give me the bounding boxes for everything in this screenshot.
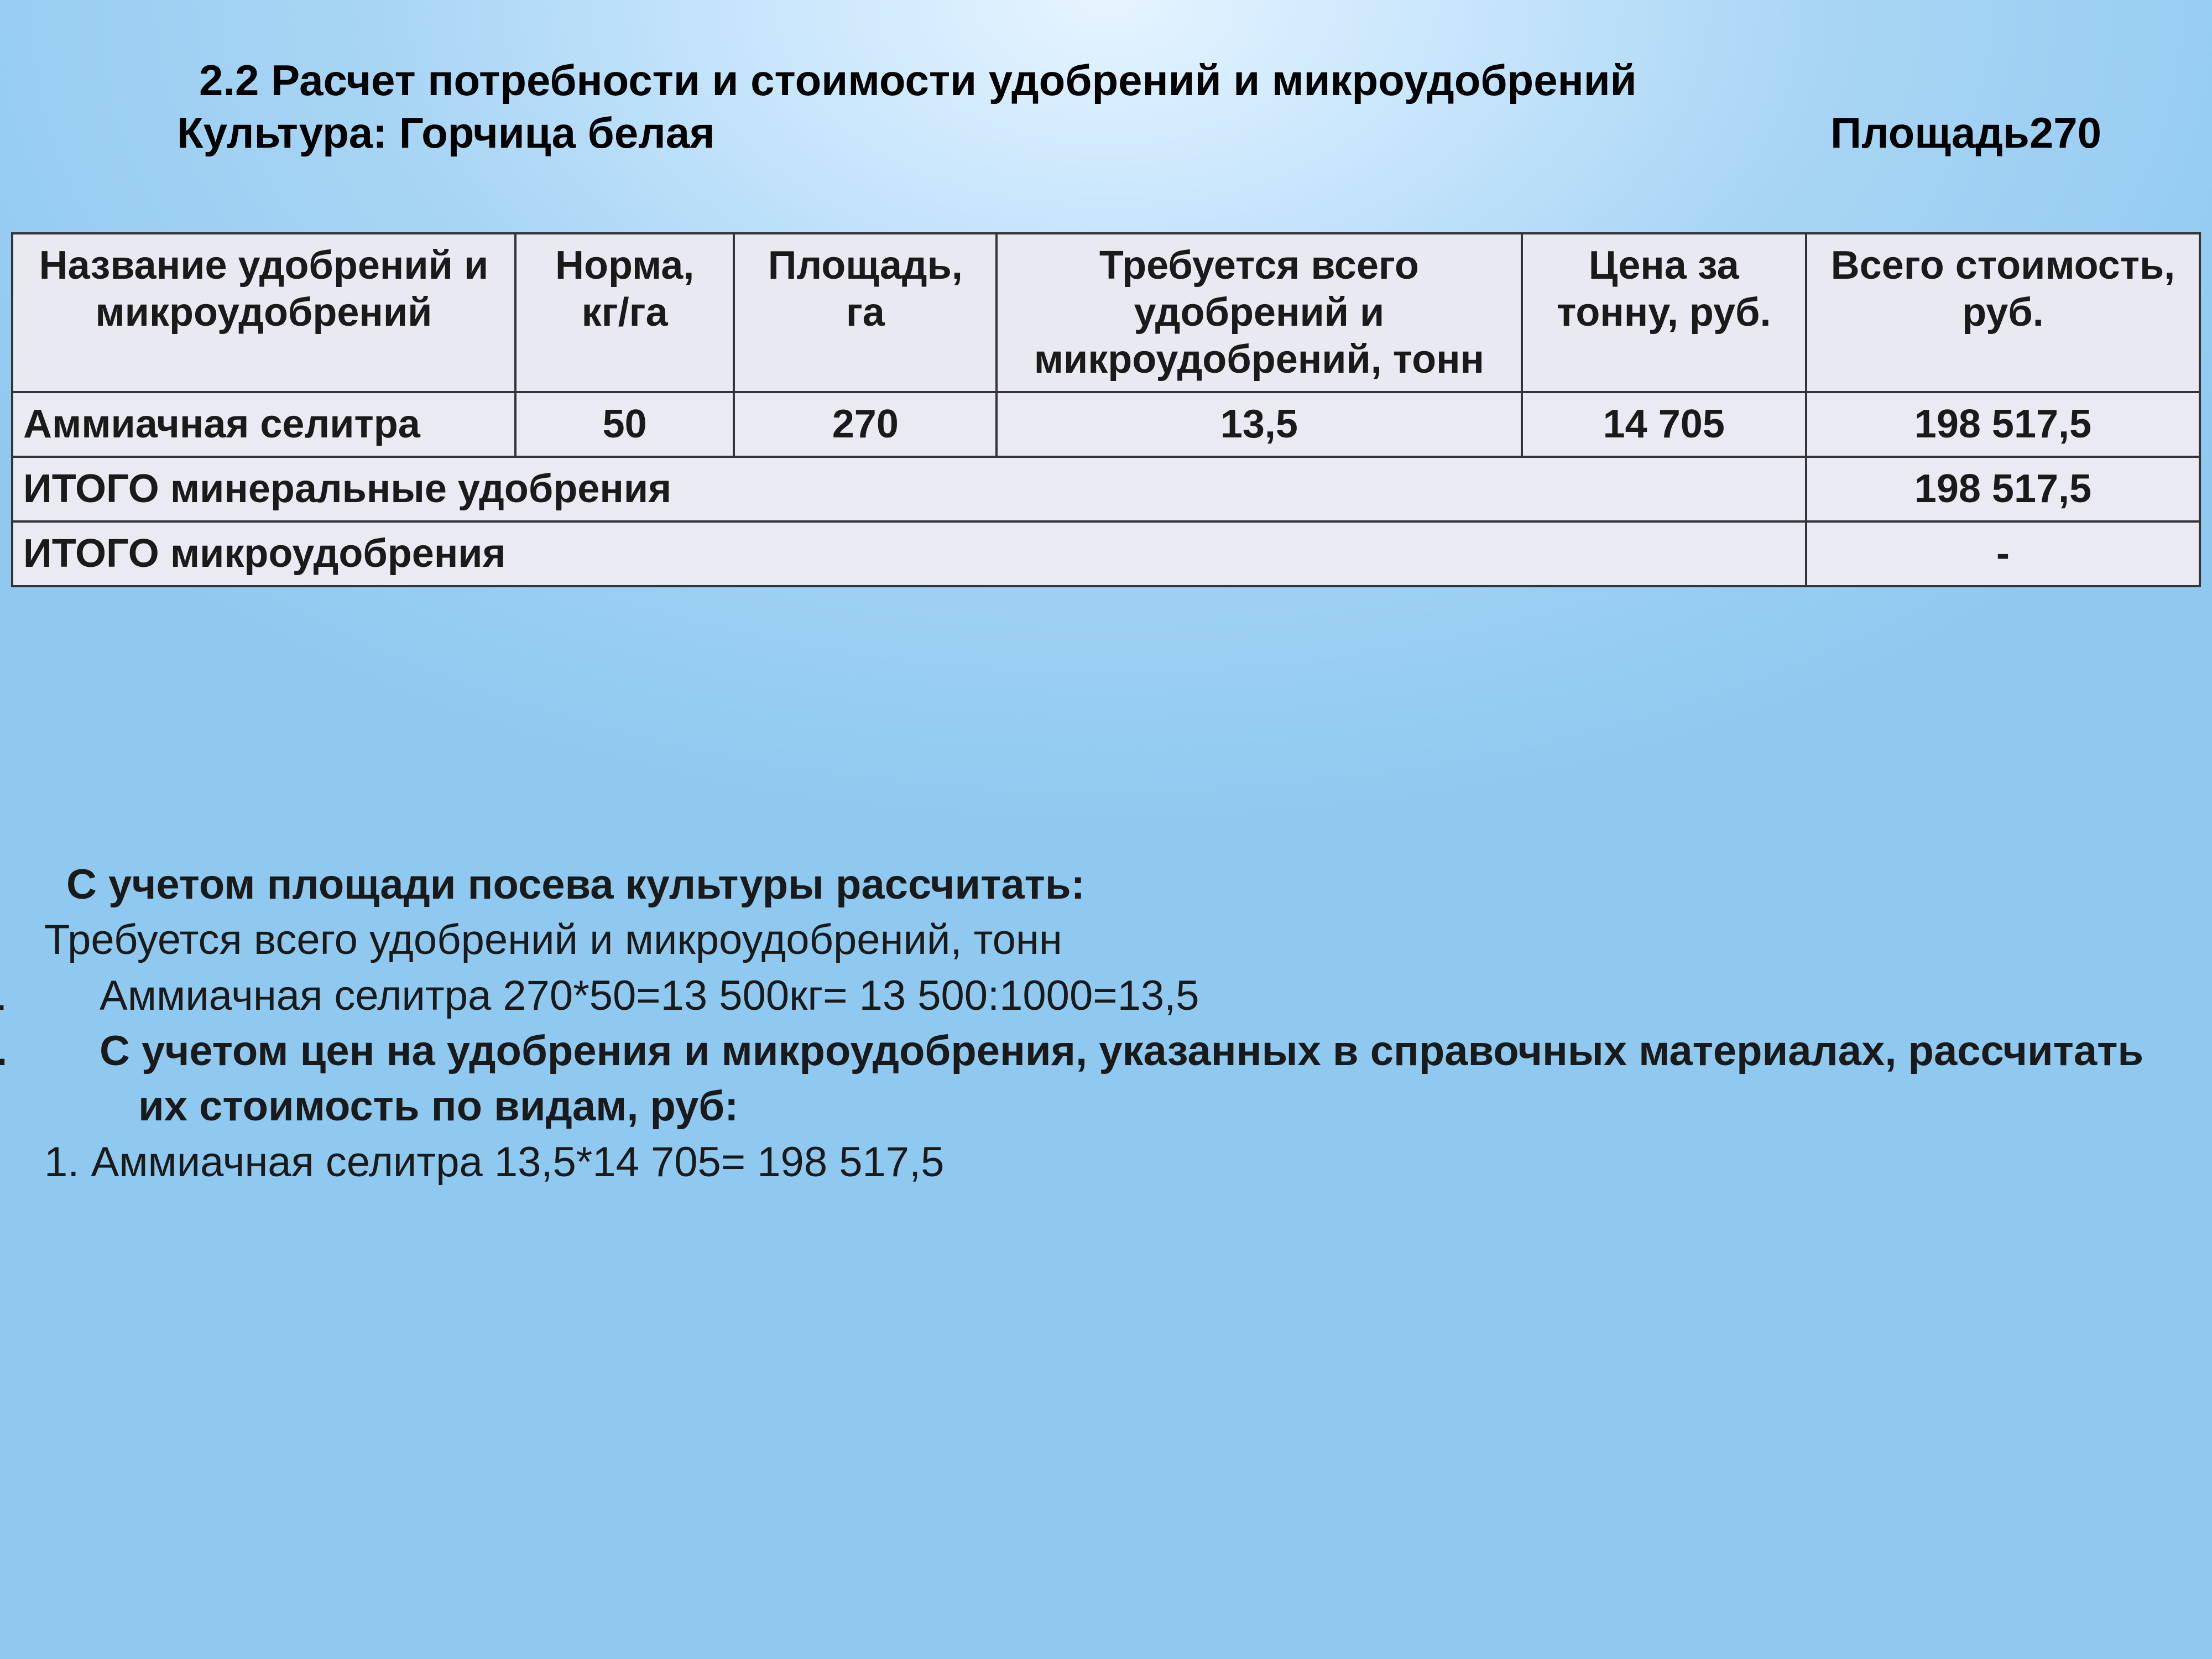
slide: 2.2 Расчет потребности и стоимости удобр… (0, 0, 2212, 1659)
area-label: Площадь270 (1830, 108, 2101, 158)
subtotal-label-mineral: ИТОГО минеральные удобрения (12, 457, 1806, 521)
subtotal-row-mineral: ИТОГО минеральные удобрения 198 517,5 (12, 457, 2200, 521)
cell-area: 270 (734, 392, 997, 457)
calc-text-1: Аммиачная селитра 270*50=13 500кг= 13 50… (100, 972, 1199, 1019)
col-required: Требуется всего удобрений и микроудобрен… (997, 233, 1521, 392)
fertilizer-table-wrap: Название удобрений и микроудобрений Норм… (11, 232, 2201, 587)
culture-label: Культура: Горчица белая (177, 108, 715, 158)
cell-name: Аммиачная селитра (12, 392, 515, 457)
subtitle-row: Культура: Горчица белая Площадь270 (199, 108, 2146, 158)
calc-text-2: С учетом цен на удобрения и микроудобрен… (100, 1027, 2143, 1130)
required-line: Требуется всего удобрений и микроудобрен… (44, 912, 2146, 968)
table-row: Аммиачная селитра 50 270 13,5 14 705 198… (12, 392, 2200, 457)
title-block: 2.2 Расчет потребности и стоимости удобр… (199, 55, 2146, 158)
subtotal-label-micro: ИТОГО микроудобрения (12, 521, 1806, 586)
calc-item-2: 2.С учетом цен на удобрения и микроудобр… (55, 1024, 2146, 1135)
col-price: Цена за тонну, руб. (1522, 233, 1806, 392)
subtotal-value-mineral: 198 517,5 (1806, 457, 2200, 521)
col-name: Название удобрений и микроудобрений (12, 233, 515, 392)
fertilizer-table: Название удобрений и микроудобрений Норм… (11, 232, 2201, 587)
cell-norm: 50 (515, 392, 734, 457)
calc-item-1: 1.Аммиачная селитра 270*50=13 500кг= 13 … (55, 968, 2146, 1024)
subtotal-value-micro: - (1806, 521, 2200, 586)
calc-num-2: 2. (55, 1024, 100, 1079)
calc-num-1: 1. (55, 968, 100, 1024)
cell-price: 14 705 (1522, 392, 1806, 457)
lead-bold: С учетом площади посева культуры рассчит… (66, 861, 1085, 908)
col-total: Всего стоимость, руб. (1806, 233, 2200, 392)
table-header-row: Название удобрений и микроудобрений Норм… (12, 233, 2200, 392)
col-area: Площадь, га (734, 233, 997, 392)
calc-list: 1.Аммиачная селитра 270*50=13 500кг= 13 … (44, 968, 2146, 1135)
section-title: 2.2 Расчет потребности и стоимости удобр… (199, 55, 2146, 106)
subtotal-row-micro: ИТОГО микроудобрения - (12, 521, 2200, 586)
lead-line: С учетом площади посева культуры рассчит… (44, 857, 2146, 912)
col-norm: Норма, кг/га (515, 233, 734, 392)
cost-line: 1. Аммиачная селитра 13,5*14 705= 198 51… (44, 1135, 2146, 1190)
cell-required: 13,5 (997, 392, 1521, 457)
cell-total: 198 517,5 (1806, 392, 2200, 457)
explanation-block: С учетом площади посева культуры рассчит… (44, 857, 2146, 1190)
